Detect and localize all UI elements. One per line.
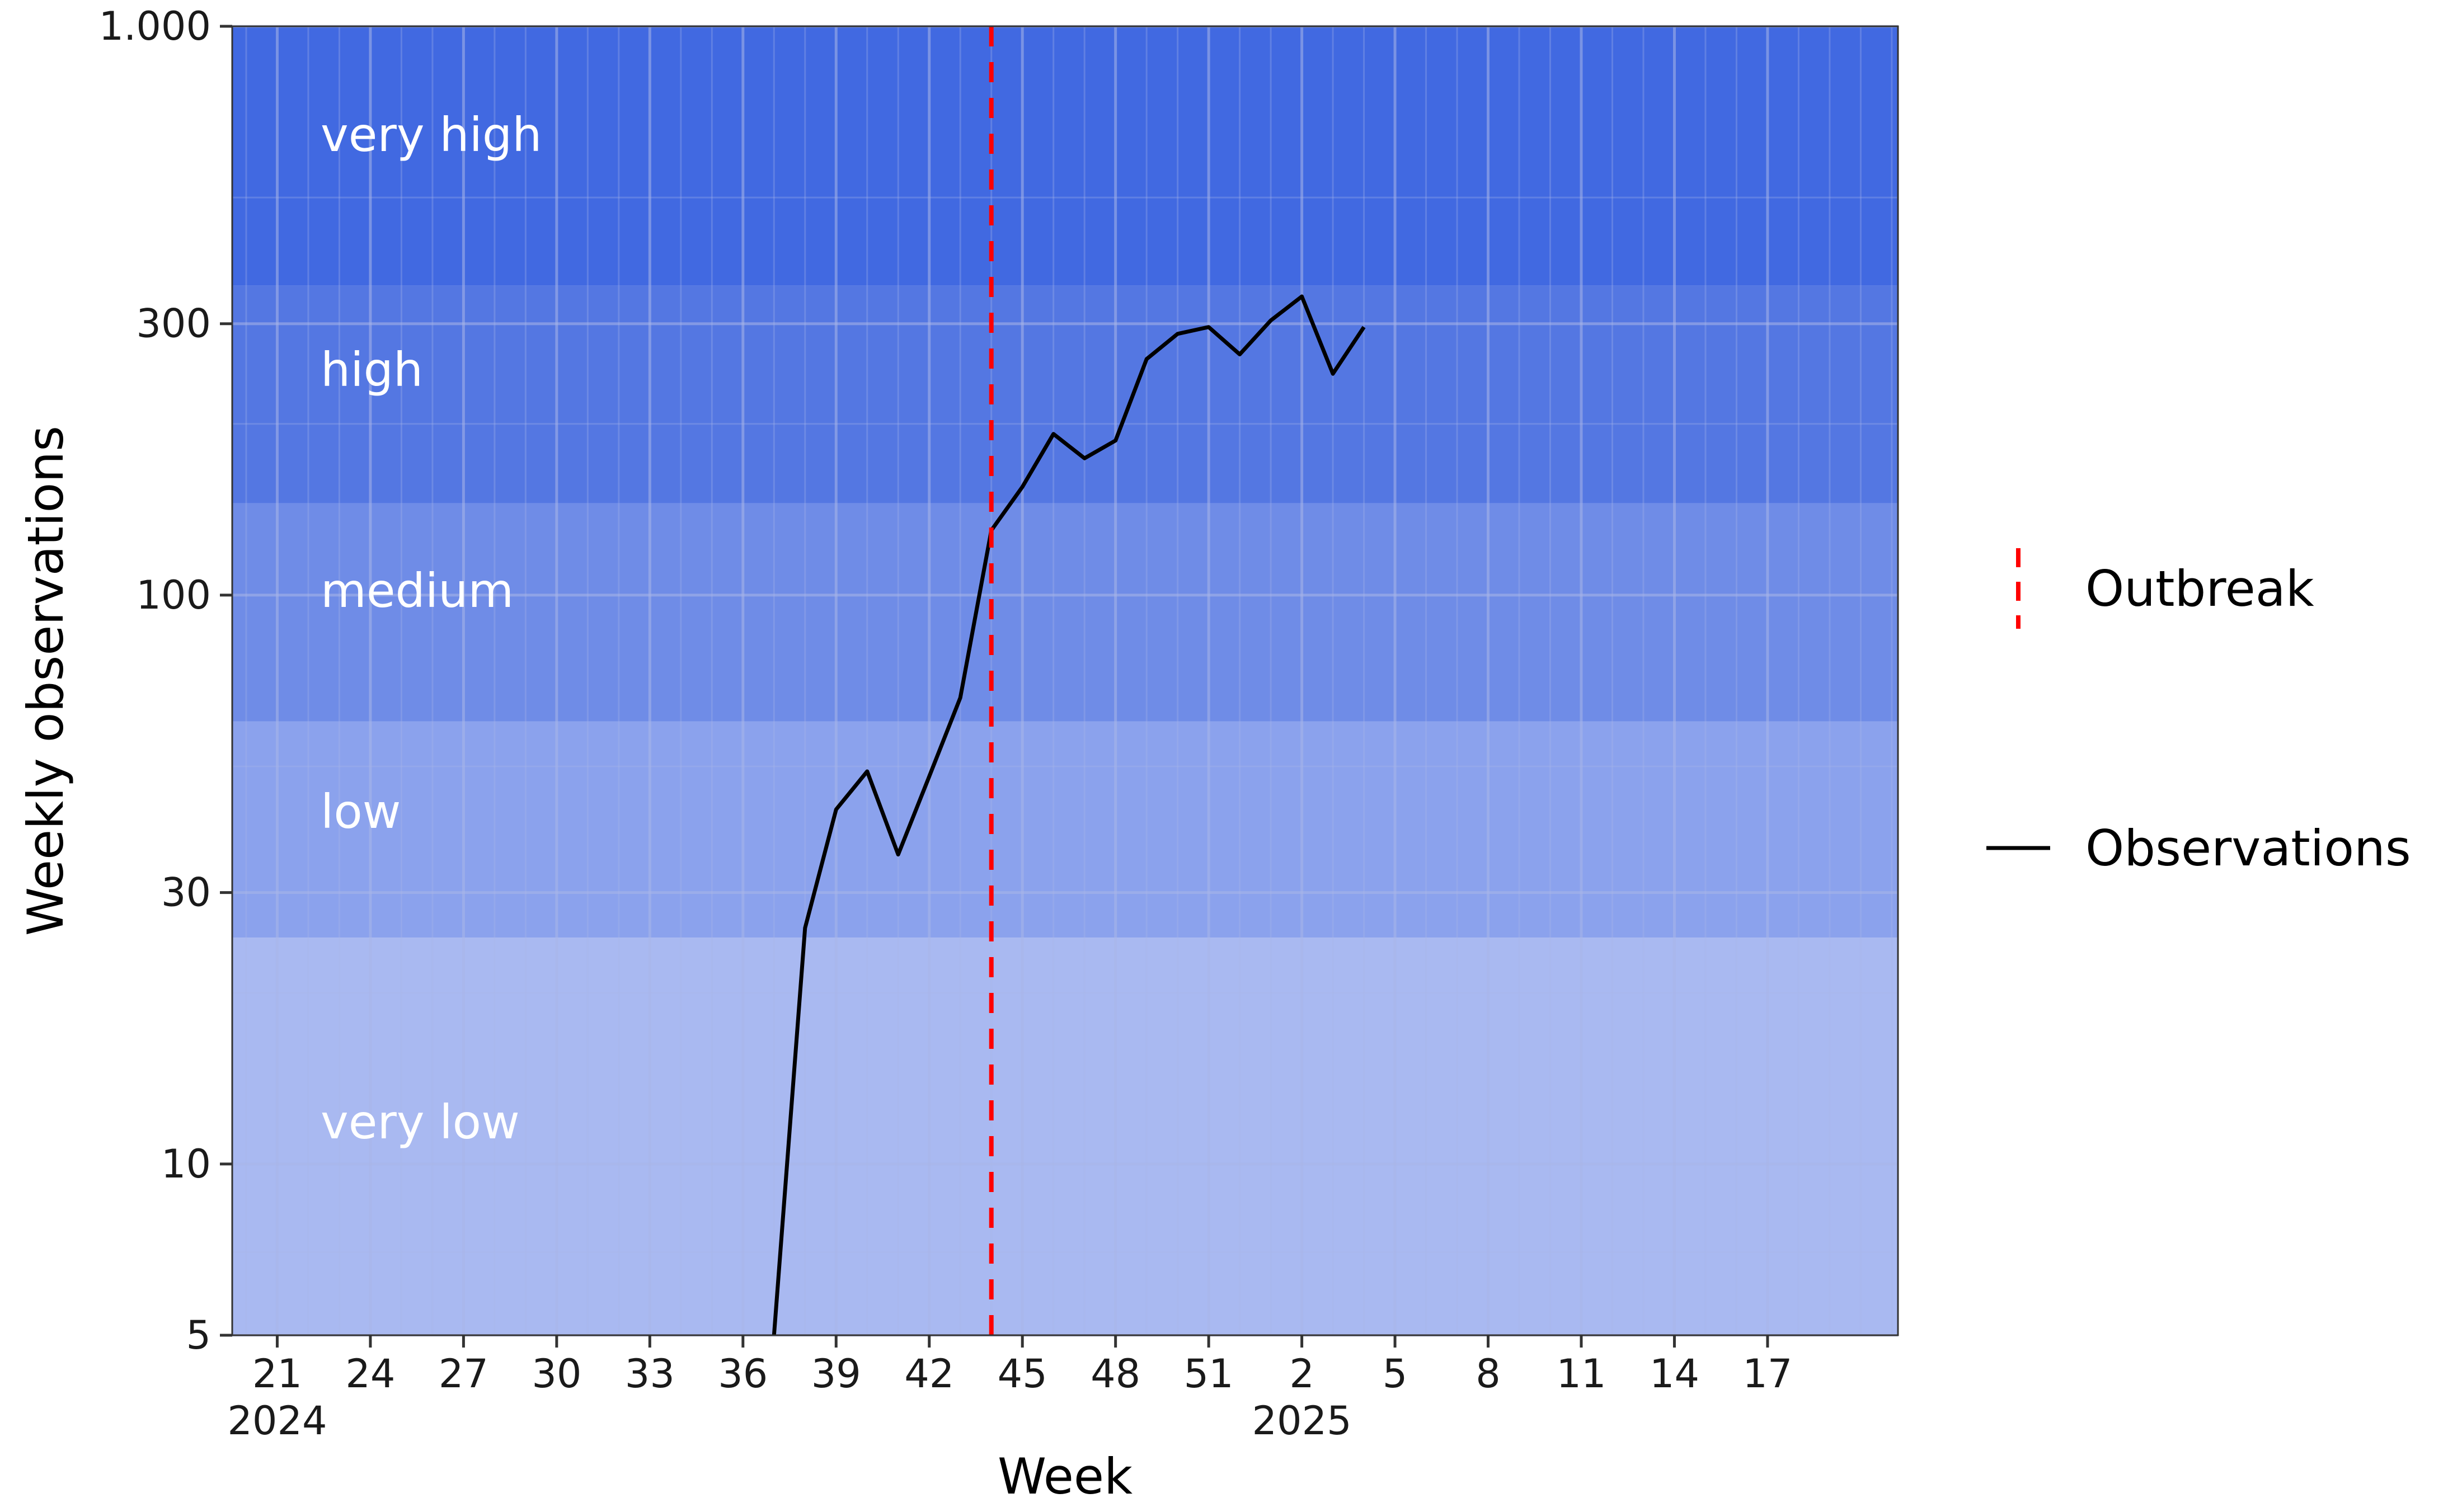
band-very-low (232, 938, 1898, 1335)
data-point (1084, 458, 1085, 459)
y-axis: 5 10 30 100 300 1.000 (99, 3, 232, 1358)
y-tick-label: 30 (161, 870, 211, 916)
x-tick-label: 24 (345, 1351, 395, 1397)
legend: Outbreak Observations (1986, 548, 2411, 877)
x-tick-label: 48 (1091, 1351, 1140, 1397)
band-low (232, 721, 1898, 938)
x-tick-label: 8 (1476, 1351, 1501, 1397)
band-label-medium: medium (321, 563, 514, 618)
data-point (898, 854, 899, 855)
plot-border (231, 25, 1899, 1336)
x-tick-label: 21 (252, 1351, 302, 1397)
legend-label: Observations (2085, 819, 2411, 877)
x-tick-label: 2 (1289, 1351, 1314, 1397)
x-tick-label: 14 (1650, 1351, 1699, 1397)
y-tick-label: 10 (161, 1141, 211, 1187)
data-point (1177, 333, 1178, 334)
legend-label: Outbreak (2085, 560, 2314, 618)
band-very-high (232, 26, 1898, 286)
x-tick-label: 42 (904, 1351, 954, 1397)
y-tick-label: 5 (186, 1312, 211, 1358)
y-axis-title: Weekly observations (17, 426, 74, 936)
x-year-label: 2024 (227, 1398, 327, 1444)
bands-layer (232, 26, 1898, 1335)
legend-item-observations: Observations (1986, 819, 2411, 877)
band-medium (232, 503, 1898, 722)
x-tick-label: 45 (998, 1351, 1047, 1397)
data-point (1115, 440, 1116, 441)
x-tick-label: 27 (439, 1351, 488, 1397)
data-point (1239, 354, 1240, 355)
band-high (232, 285, 1898, 503)
y-tick-label: 1.000 (99, 3, 211, 49)
x-tick-label: 11 (1556, 1351, 1606, 1397)
series-line-observations (772, 294, 1366, 1336)
y-tick-label: 300 (136, 301, 211, 347)
x-year-label: 2025 (1252, 1398, 1352, 1444)
x-tick-label: 5 (1383, 1351, 1408, 1397)
x-tick-label: 51 (1184, 1351, 1234, 1397)
x-tick-label: 39 (811, 1351, 861, 1397)
series-layer (772, 294, 1366, 1336)
x-tick-label: 36 (718, 1351, 768, 1397)
band-labels-layer: very low low medium high very high (321, 107, 542, 1150)
x-tick-label: 30 (532, 1351, 581, 1397)
band-label-very-low: very low (321, 1095, 520, 1150)
band-label-high: high (321, 342, 423, 397)
x-tick-label: 33 (625, 1351, 675, 1397)
data-point (836, 809, 837, 810)
y-tick-label: 100 (136, 572, 211, 618)
band-label-low: low (321, 784, 401, 839)
band-label-very-high: very high (321, 107, 542, 162)
x-tick-label: 17 (1742, 1351, 1792, 1397)
x-axis-title: Week (998, 1448, 1133, 1505)
legend-item-outbreak: Outbreak (2016, 548, 2314, 629)
